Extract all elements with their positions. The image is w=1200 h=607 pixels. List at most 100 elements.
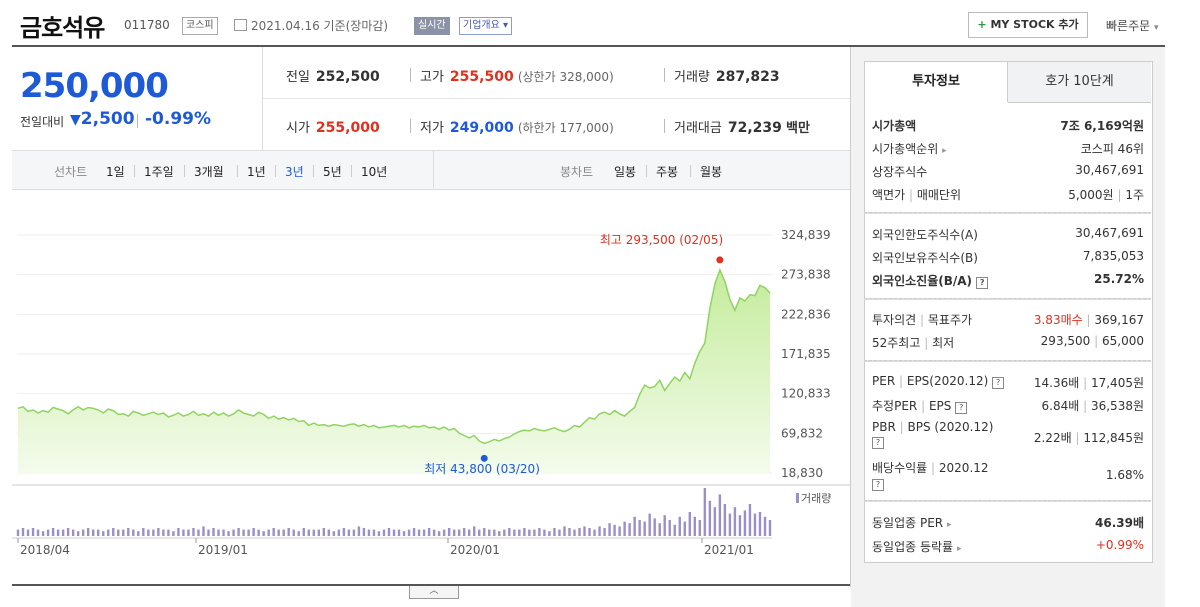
price-area-fill [18,269,770,473]
volume-bar [137,531,140,536]
volume-bar [307,529,310,536]
volume-bar [713,507,717,536]
chevron-right-icon: ▸ [942,146,947,156]
realtime-button[interactable]: 실시간 [414,17,450,35]
help-icon[interactable]: ? [992,377,1005,389]
target-label: 목표주가 [927,313,973,327]
volume-bar [688,512,691,536]
per-label: PER [872,374,896,388]
volume-bar [192,528,195,536]
fast-order-dropdown[interactable]: 빠른주문 ▾ [1106,17,1159,34]
volume-bar [377,531,381,536]
volume-bar [167,529,170,536]
trade-unit-label: 매매단위 [916,188,961,202]
volume-bar [513,529,516,536]
dividend-year: 2020.12 [938,461,989,475]
help-icon[interactable]: ? [955,402,968,414]
volume-bar [738,515,742,536]
volume-bar [588,528,591,536]
volume-bar [362,528,366,536]
volume-bar [598,526,601,536]
dividend-row: 배당수익률 | 2020.12? 1.68% [872,461,1144,491]
divider [664,68,665,82]
volume-value: 287,823 [715,69,780,85]
period-5y[interactable]: 5년 [323,165,342,179]
industry-per-label: 동일업종 PER [872,516,944,530]
volume-bar [508,528,511,536]
period-1d[interactable]: 1일 [106,165,125,179]
high-annotation: 최고 293,500 (02/05) [600,233,723,247]
volume-bar [462,528,466,536]
volume-bar [257,529,260,536]
volume-bar [593,529,596,536]
x-tick-label: 2018/04 [20,543,70,557]
y-tick-label: 18,830 [781,466,823,480]
line-chart-label: 선차트 [54,165,88,179]
volume-bar [528,529,531,536]
volume-bar [633,516,636,536]
y-tick-label: 222,836 [781,307,831,321]
volume-bar [147,529,150,536]
volume-bar [437,531,441,536]
pbr-row: PBR | BPS (2020.12)? 2.22배 | 112,845원 [872,420,1144,449]
foreign-hold-value: 7,835,053 [1082,249,1144,263]
wk52-high-value: 293,500 [1040,334,1091,348]
help-icon[interactable]: ? [976,277,989,289]
mystock-add-button[interactable]: + MY STOCK 추가 [968,12,1088,38]
help-icon[interactable]: ? [872,437,884,449]
market-cap-label: 시가총액 [872,119,917,133]
volume-bar [51,528,55,536]
period-3y[interactable]: 3년 [285,165,304,179]
volume-bar [623,521,626,536]
help-icon[interactable]: ? [872,479,884,491]
period-1y[interactable]: 1년 [247,165,266,179]
chevron-right-icon: ▸ [946,520,952,530]
candle-weekly[interactable]: 주봉 [656,165,679,179]
current-price: 250,000 [20,66,169,106]
y-tick-label: 324,839 [781,228,831,242]
divider [433,150,434,188]
volume-bar [297,531,300,536]
volume-bar [242,529,245,536]
divider [864,360,1151,362]
divider [275,165,276,177]
collapse-toggle[interactable]: ︿ [409,586,459,599]
volume-bar [86,528,90,536]
tab-order-book[interactable]: 호가 10단계 [1008,62,1151,103]
dividend-label: 배당수익률 [872,461,928,475]
volume-bar [432,529,436,536]
volume-bar [653,518,656,536]
volume-bar [202,526,205,536]
volume-bar [332,531,336,536]
calendar-icon [234,19,247,31]
candle-daily[interactable]: 일봉 [614,165,637,179]
candle-monthly[interactable]: 월봉 [700,165,723,179]
tab-invest-info[interactable]: 투자정보 [865,62,1008,102]
volume-bar [182,529,185,536]
volume-bar [382,529,386,536]
volume-bar [232,529,235,536]
volume-bar [723,504,727,536]
volume-bar [76,531,80,536]
period-3m[interactable]: 3개월 [194,165,224,179]
divider [262,47,263,150]
volume-bar [212,528,215,536]
volume-bar [97,529,100,536]
chart-bottom-divider [12,584,850,586]
lower-limit: (하한가 177,000) [517,121,614,135]
volume-bar [447,528,451,536]
stock-name: 금호석유 [20,14,105,42]
face-value: 5,000원 [1068,188,1114,202]
volume-bar [102,531,105,536]
volume-bar [107,529,110,536]
volume-bar [628,523,631,536]
high-price: 고가 255,500 (상한가 328,000) [420,66,614,85]
period-1w[interactable]: 1주일 [144,165,174,179]
industry-change-label: 동일업종 등락률 [872,540,954,554]
company-info-dropdown[interactable]: 기업개요 ▾ [459,17,513,35]
y-tick-label: 69,832 [781,426,823,440]
period-10y[interactable]: 10년 [361,165,388,179]
volume-bar [197,529,200,536]
prev-value: 252,500 [315,69,380,85]
volume-bar [317,529,320,536]
